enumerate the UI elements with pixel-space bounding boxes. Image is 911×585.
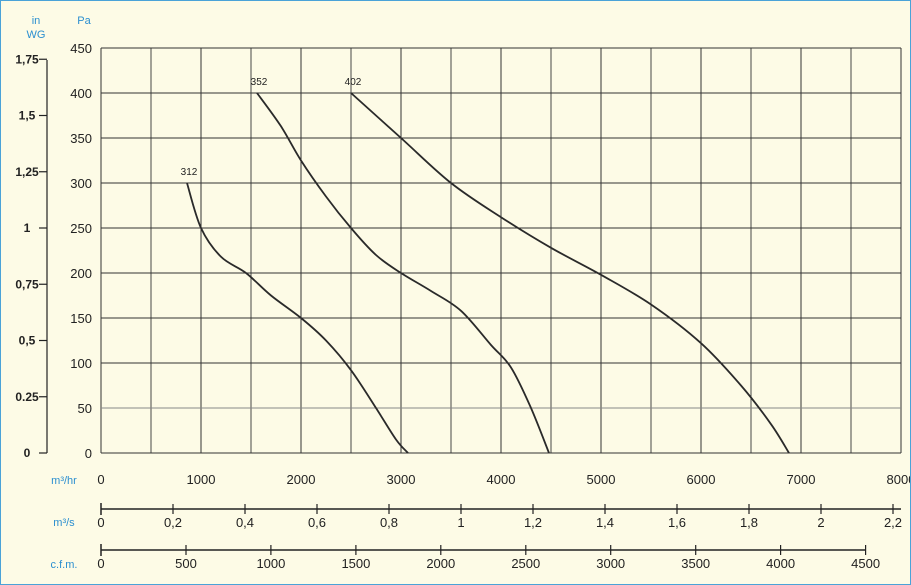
x-cfm-tick-label: 2500 (511, 556, 540, 571)
x-m3s-tick-label: 0,4 (236, 515, 254, 530)
curve-label-352: 352 (251, 77, 268, 88)
x-m3s-tick-label: 1,2 (524, 515, 542, 530)
wg-tick-label: 0,75 (15, 277, 39, 291)
x-unit-m3hr: m³/hr (51, 475, 77, 487)
grid (100, 47, 902, 454)
pa-tick-label: 50 (78, 401, 92, 416)
pa-tick-label: 0 (85, 446, 92, 461)
x-m3hr-tick-label: 7000 (787, 472, 816, 487)
x-cfm-tick-label: 2000 (426, 556, 455, 571)
pa-tick-label: 150 (70, 311, 92, 326)
pa-tick-label: 350 (70, 131, 92, 146)
x-m3s-tick-label: 0,2 (164, 515, 182, 530)
tick-labels: 1,751,51,2510,750,50.2504504003503002502… (15, 41, 910, 571)
x-m3s-tick-label: 2 (817, 515, 824, 530)
curve-312 (186, 182, 409, 454)
x-m3hr-tick-label: 5000 (587, 472, 616, 487)
wg-tick-label: 0 (24, 446, 31, 460)
x-m3s-tick-label: 0,8 (380, 515, 398, 530)
x-m3hr-tick-label: 1000 (187, 472, 216, 487)
x-m3s-tick-label: 0 (97, 515, 104, 530)
pa-tick-label: 400 (70, 86, 92, 101)
x-m3s-tick-label: 2,2 (884, 515, 902, 530)
wg-tick-label: 0,5 (19, 334, 36, 348)
pa-tick-label: 250 (70, 221, 92, 236)
x-m3s-tick-label: 1,4 (596, 515, 614, 530)
x-cfm-tick-label: 3500 (681, 556, 710, 571)
curve-352 (256, 92, 550, 454)
curve-label-402: 402 (345, 77, 362, 88)
x-unit-cfm: c.f.m. (51, 559, 78, 571)
curve-402 (350, 92, 790, 454)
x-cfm-tick-label: 4500 (851, 556, 880, 571)
curve-label-312: 312 (181, 167, 198, 178)
pa-tick-label: 300 (70, 176, 92, 191)
wg-tick-label: 1,5 (19, 109, 36, 123)
pa-tick-label: 450 (70, 41, 92, 56)
x-cfm-tick-label: 500 (175, 556, 197, 571)
pa-tick-label: 200 (70, 266, 92, 281)
x-cfm-tick-label: 4000 (766, 556, 795, 571)
x-cfm-tick-label: 1500 (341, 556, 370, 571)
x-m3hr-tick-label: 3000 (387, 472, 416, 487)
x-cfm-tick-label: 3000 (596, 556, 625, 571)
wg-tick-label: 1,75 (15, 52, 39, 66)
wg-tick-label: 0.25 (15, 390, 39, 404)
x-m3hr-tick-label: 0 (97, 472, 104, 487)
x-m3hr-tick-label: 2000 (287, 472, 316, 487)
x-m3s-tick-label: 1,6 (668, 515, 686, 530)
x-m3s-tick-label: 0,6 (308, 515, 326, 530)
curves (186, 92, 790, 454)
wg-tick-label: 1,25 (15, 165, 39, 179)
x-m3hr-tick-label: 4000 (487, 472, 516, 487)
wg-unit-in: in (32, 15, 41, 27)
wg-unit-wg: WG (27, 29, 46, 41)
x-cfm-tick-label: 0 (97, 556, 104, 571)
x-m3hr-tick-label: 6000 (687, 472, 716, 487)
pa-tick-label: 100 (70, 356, 92, 371)
wg-tick-label: 1 (24, 221, 31, 235)
axes (39, 58, 901, 556)
x-m3s-tick-label: 1,8 (740, 515, 758, 530)
x-unit-m3s: m³/s (53, 517, 75, 529)
x-m3s-tick-label: 1 (457, 515, 464, 530)
x-cfm-tick-label: 1000 (256, 556, 285, 571)
pa-unit: Pa (77, 15, 91, 27)
